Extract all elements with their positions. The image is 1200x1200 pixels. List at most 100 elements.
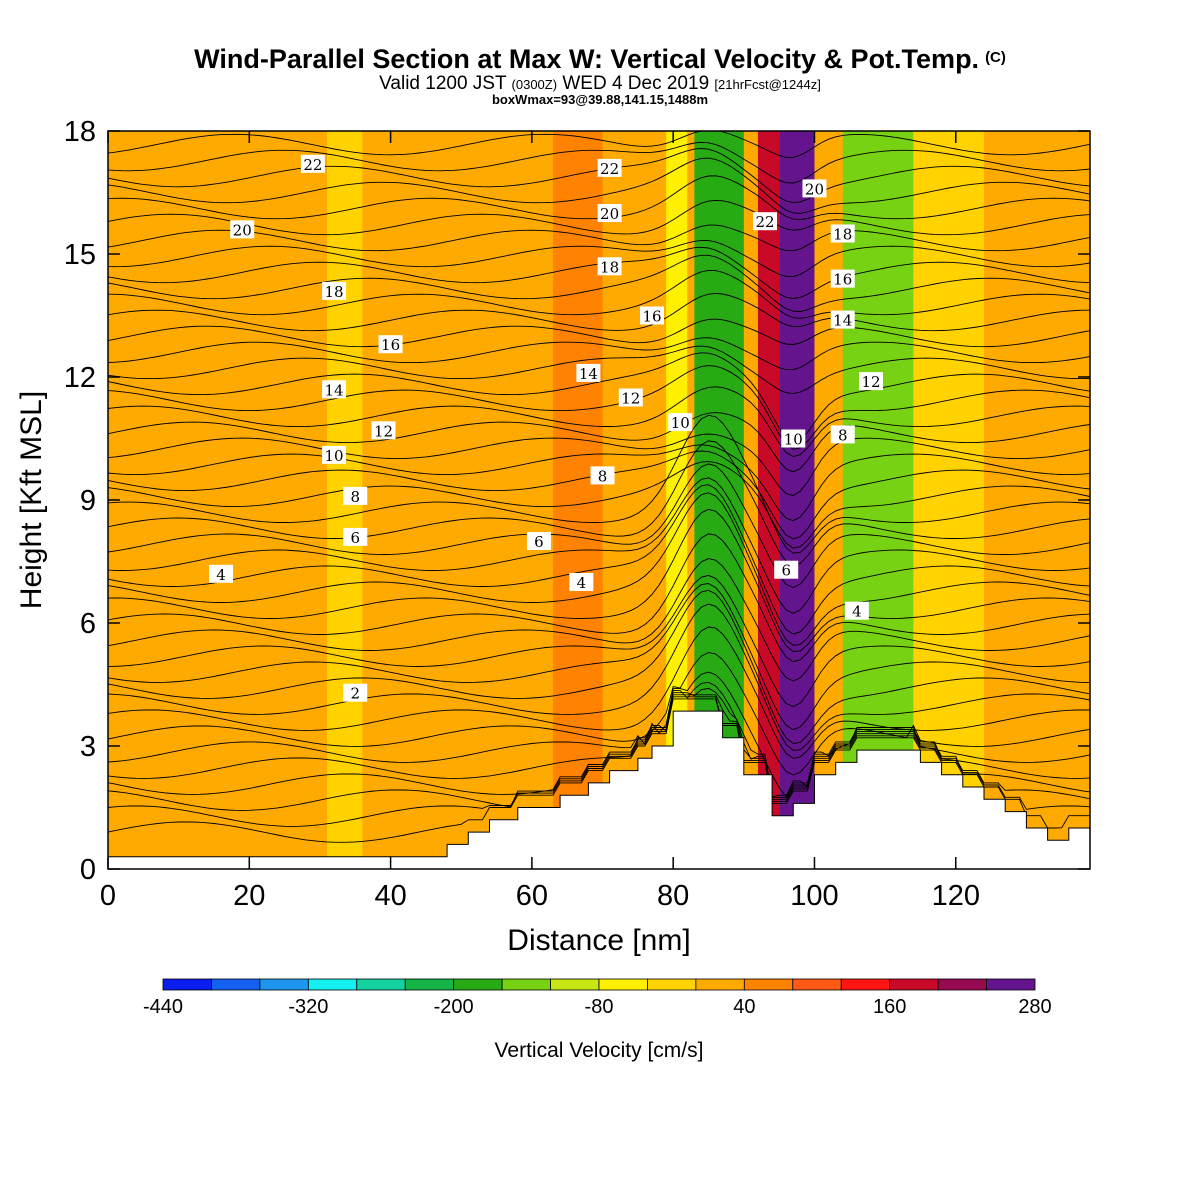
- colorbar-tick-label: -440: [143, 996, 183, 1018]
- theta-contour-label: 20: [597, 204, 622, 223]
- theta-label-text: 20: [600, 205, 619, 223]
- theta-label-text: 20: [805, 180, 824, 198]
- theta-label-bg: [597, 158, 622, 177]
- chart-title: Wind-Parallel Section at Max W: Vertical…: [0, 44, 1200, 75]
- theta-contour: [108, 386, 1090, 458]
- theta-label-bg: [753, 212, 778, 231]
- theta-contour: [108, 224, 1090, 252]
- box-wmax-info: boxWmax=93@39.88,141.15,1488m: [491, 92, 709, 107]
- theta-contour: [108, 141, 1090, 184]
- theta-contour-label: 10: [668, 413, 693, 432]
- y-tick-label: 0: [80, 854, 96, 886]
- theta-contour: [108, 199, 1090, 236]
- colorbar-swatch: [453, 978, 503, 991]
- colorbar-tick-label: -200: [434, 996, 474, 1018]
- theta-label-bg: [830, 224, 855, 243]
- theta-label-bg: [526, 532, 551, 550]
- theta-label-bg: [371, 421, 396, 440]
- theta-contour: [108, 603, 1090, 751]
- copyright-mark: (C): [985, 49, 1006, 66]
- velocity-band: [984, 131, 1090, 869]
- velocity-band: [779, 131, 815, 869]
- theta-contour-label: 20: [230, 220, 255, 239]
- colorbar-tick-label: -80: [585, 996, 614, 1018]
- theta-label-text: 10: [325, 447, 344, 465]
- theta-contour-label: 6: [526, 532, 551, 551]
- theta-contour-label: 20: [802, 179, 827, 198]
- theta-contour-label: 4: [209, 564, 234, 584]
- theta-label-text: 4: [577, 574, 587, 592]
- theta-label-text: 8: [838, 426, 848, 444]
- x-tick-label: 120: [932, 880, 980, 912]
- theta-label-bg: [781, 429, 806, 448]
- theta-contour: [108, 365, 1090, 450]
- colorbar-swatch: [937, 978, 987, 991]
- theta-contour: [108, 508, 1090, 653]
- colorbar-swatch: [259, 978, 309, 991]
- theta-label-text: 12: [621, 390, 640, 408]
- theta-contour-label: 22: [597, 158, 622, 178]
- theta-contour: [108, 440, 1090, 567]
- theta-contour-label: 8: [343, 486, 368, 506]
- theta-contour: [108, 694, 1090, 811]
- colorbar-label: Vertical Velocity [cm/s]: [495, 1039, 704, 1062]
- y-tick-label: 15: [64, 239, 96, 271]
- colorbar-tick-label: 280: [1018, 996, 1051, 1018]
- theta-contour: [108, 533, 1090, 663]
- theta-label-bg: [576, 363, 601, 382]
- theta-contour: [108, 254, 1090, 312]
- y-tick-label: 6: [80, 608, 96, 640]
- colorbar-tick-label: 160: [873, 996, 906, 1018]
- colorbar-swatch: [695, 978, 745, 991]
- colorbar-swatch: [501, 978, 551, 991]
- theta-label-bg: [322, 281, 347, 300]
- theta-contour: [108, 484, 1090, 635]
- theta-label-bg: [830, 310, 855, 329]
- theta-label-bg: [230, 220, 255, 239]
- theta-contour: [108, 574, 1090, 707]
- theta-label-text: 10: [671, 414, 690, 432]
- colorbar-swatch: [986, 978, 1036, 991]
- y-tick-label: 12: [64, 362, 96, 394]
- theta-label-bg: [343, 486, 368, 505]
- theta-label-text: 6: [534, 533, 544, 551]
- theta-contour: [108, 444, 1090, 522]
- theta-label-text: 18: [600, 258, 619, 276]
- theta-label-bg: [597, 204, 622, 222]
- theta-label-text: 14: [325, 381, 344, 399]
- theta-contour-label: 8: [830, 425, 855, 444]
- velocity-band: [553, 131, 603, 869]
- colorbar-swatch: [840, 978, 891, 991]
- theta-contour: [108, 461, 1090, 549]
- theta-contour-label: 14: [576, 363, 601, 383]
- theta-contour: [108, 131, 1090, 158]
- theta-contour-label: 16: [830, 269, 855, 289]
- theta-contour: [108, 698, 1090, 843]
- theta-label-text: 6: [781, 562, 791, 580]
- theta-contour: [108, 492, 1090, 646]
- x-tick-label: 100: [790, 880, 838, 912]
- theta-contour: [108, 239, 1090, 277]
- x-tick-label: 80: [657, 880, 689, 912]
- theta-contour: [108, 269, 1090, 319]
- theta-label-text: 4: [216, 566, 226, 584]
- chart-subtitle: Valid 1200 JST (0300Z) WED 4 Dec 2019 [2…: [0, 73, 1200, 95]
- theta-label-text: 8: [598, 467, 608, 485]
- theta-label-bg: [343, 527, 368, 546]
- theta-label-text: 18: [833, 226, 852, 244]
- theta-label-bg: [639, 306, 664, 325]
- theta-contour-label: 14: [322, 380, 347, 399]
- theta-contour-label: 12: [858, 372, 883, 391]
- theta-label-text: 6: [350, 529, 360, 547]
- valid-date: WED 4 Dec 2019: [562, 73, 710, 94]
- theta-contour-label: 18: [597, 257, 622, 276]
- x-axis-label: Distance [nm]: [507, 924, 690, 957]
- theta-label-bg: [322, 380, 347, 399]
- theta-contour: [108, 558, 1090, 682]
- velocity-band: [447, 131, 539, 869]
- colorbar-swatch: [404, 978, 455, 991]
- theta-contour-label: 2: [343, 683, 368, 703]
- theta-label-text: 10: [784, 431, 803, 449]
- colorbar-tick-label: 40: [733, 996, 755, 1018]
